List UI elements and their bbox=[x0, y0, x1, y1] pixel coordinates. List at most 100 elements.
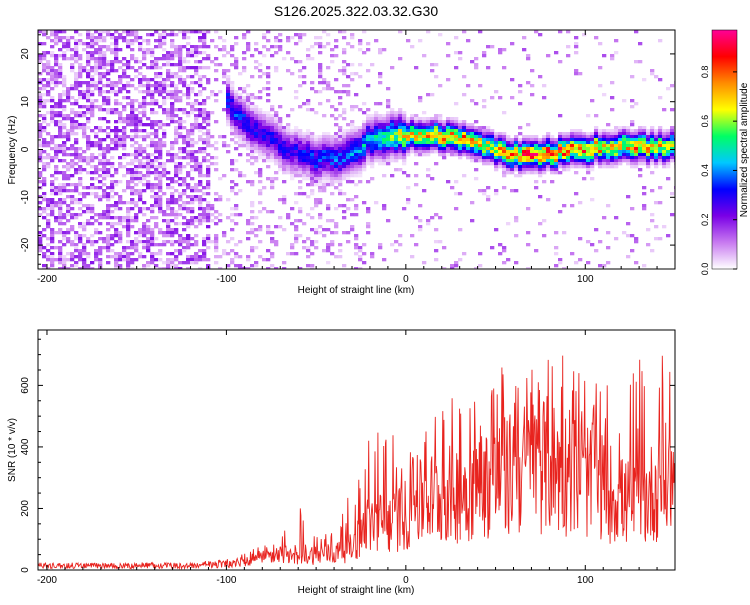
spectrogram-cell bbox=[134, 141, 139, 145]
spectrogram-cell bbox=[606, 147, 611, 151]
spectrogram-cell bbox=[406, 123, 411, 127]
spectrogram-cell bbox=[534, 30, 539, 34]
spectrogram-cell bbox=[538, 75, 543, 79]
spectrogram-cell bbox=[86, 51, 91, 55]
spectrogram-cell bbox=[294, 141, 299, 145]
spectrogram-cell bbox=[70, 243, 75, 247]
spectrogram-cell bbox=[78, 42, 83, 46]
spectrogram-cell bbox=[178, 252, 183, 256]
spectrogram-cell bbox=[322, 174, 327, 178]
spectrogram-cell bbox=[478, 153, 483, 157]
spectrogram-cell bbox=[450, 117, 455, 121]
spectrogram-cell bbox=[126, 90, 131, 94]
spectrogram-cell bbox=[306, 264, 311, 268]
spectrogram-cell bbox=[142, 75, 147, 79]
spectrogram-cell bbox=[526, 153, 531, 157]
spectrogram-cell bbox=[110, 249, 115, 253]
spectrogram-cell bbox=[410, 144, 415, 148]
spectrogram-cell bbox=[46, 165, 51, 169]
spectrogram-cell bbox=[666, 141, 671, 145]
spectrogram-cell bbox=[258, 51, 263, 55]
spectrogram-cell bbox=[234, 204, 239, 208]
spectrogram-cell bbox=[150, 216, 155, 220]
spectrogram-cell bbox=[214, 63, 219, 67]
spectrogram-cell bbox=[362, 243, 367, 247]
spectrogram-cell bbox=[338, 159, 343, 163]
spectrogram-cell bbox=[414, 243, 419, 247]
spectrogram-cell bbox=[590, 162, 595, 166]
spectrogram-cell bbox=[158, 267, 163, 269]
spectrogram-cell bbox=[130, 138, 135, 142]
spectrogram-cell bbox=[650, 141, 655, 145]
spectrogram-cell bbox=[122, 57, 127, 61]
spectrogram-cell bbox=[182, 246, 187, 250]
spectrogram-cell bbox=[530, 141, 535, 145]
spectrogram-cell bbox=[586, 138, 591, 142]
spectrogram-cell bbox=[558, 159, 563, 163]
spectrogram-cell bbox=[318, 159, 323, 163]
spectrogram-cell bbox=[106, 69, 111, 73]
spectrogram-cell bbox=[186, 174, 191, 178]
spectrogram-cell bbox=[286, 150, 291, 154]
spectrogram-cell bbox=[486, 45, 491, 49]
spectrogram-cell bbox=[446, 120, 451, 124]
spectrogram-cell bbox=[78, 213, 83, 217]
spectrogram-cell bbox=[466, 132, 471, 136]
spectrogram-cell bbox=[530, 153, 535, 157]
spectrogram-cell bbox=[310, 183, 315, 187]
spectrogram-cell bbox=[158, 84, 163, 88]
spectrogram-cell bbox=[258, 90, 263, 94]
spectrogram-cell bbox=[242, 132, 247, 136]
spectrogram-cell bbox=[146, 246, 151, 250]
spectrogram-cell bbox=[530, 168, 535, 172]
spectrogram-cell bbox=[318, 225, 323, 229]
spectrogram-cell bbox=[178, 54, 183, 58]
spectrogram-cell bbox=[606, 150, 611, 154]
spectrogram-cell bbox=[354, 153, 359, 157]
spectrogram-cell bbox=[94, 144, 99, 148]
spectrogram-cell bbox=[250, 153, 255, 157]
spectrogram-cell bbox=[166, 84, 171, 88]
spectrogram-cell bbox=[62, 255, 67, 259]
spectrogram-cell bbox=[318, 141, 323, 145]
spectrogram-cell bbox=[262, 132, 267, 136]
spectrogram-cell bbox=[314, 141, 319, 145]
spectrogram-cell bbox=[666, 138, 671, 142]
spectrogram-cell bbox=[118, 114, 123, 118]
spectrogram-cell bbox=[222, 108, 227, 112]
spectrogram-cell bbox=[570, 252, 575, 256]
spectrogram-cell bbox=[558, 156, 563, 160]
spectrogram-cell bbox=[310, 135, 315, 139]
spectrogram-cell bbox=[574, 138, 579, 142]
spectrogram-cell bbox=[74, 153, 79, 157]
spectrogram-cell bbox=[106, 246, 111, 250]
spectrogram-cell bbox=[378, 141, 383, 145]
spectrogram-cell bbox=[90, 186, 95, 190]
spectrogram-cell bbox=[62, 123, 67, 127]
spectrogram-cell bbox=[78, 255, 83, 259]
spectrogram-cell bbox=[634, 240, 639, 244]
spectrogram-cell bbox=[222, 231, 227, 235]
spectrogram-cell bbox=[282, 162, 287, 166]
spectrogram-cell bbox=[90, 183, 95, 187]
spectrogram-cell bbox=[654, 75, 659, 79]
spectrogram-cell bbox=[314, 156, 319, 160]
spectrogram-cell bbox=[374, 201, 379, 205]
spectrogram-cell bbox=[254, 171, 259, 175]
spectrogram-cell bbox=[318, 162, 323, 166]
spectrogram-cell bbox=[202, 147, 207, 151]
spectrogram-cell bbox=[378, 48, 383, 52]
spectrogram-cell bbox=[126, 240, 131, 244]
spectrogram-cell bbox=[470, 123, 475, 127]
spectrogram-cell bbox=[86, 255, 91, 259]
spectrogram-cell bbox=[534, 156, 539, 160]
spectrogram-cell bbox=[234, 99, 239, 103]
spectrogram-cell bbox=[114, 240, 119, 244]
spectrogram-cell bbox=[514, 261, 519, 265]
spectrogram-cell bbox=[54, 201, 59, 205]
spectrogram-cell bbox=[82, 129, 87, 133]
spectrogram-cell bbox=[250, 117, 255, 121]
spectrogram-cell bbox=[298, 210, 303, 214]
spectrogram-cell bbox=[610, 156, 615, 160]
spectrogram-cell bbox=[462, 123, 467, 127]
